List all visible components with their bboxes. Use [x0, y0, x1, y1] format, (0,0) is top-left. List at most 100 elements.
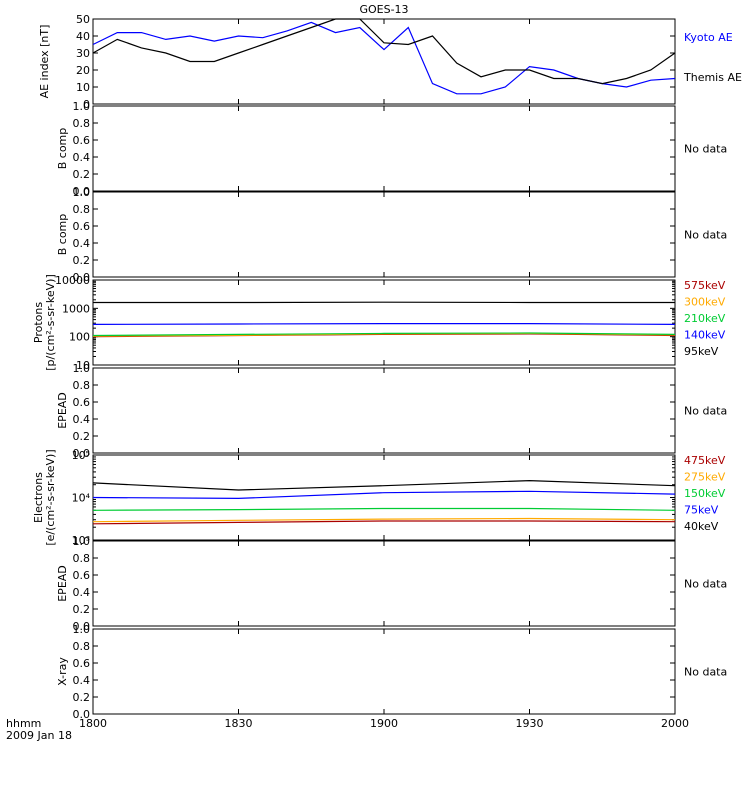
y-tick-label: 0.8 [73, 203, 91, 216]
series-line-150kev [92, 507, 676, 511]
series-line-themis-ae [92, 18, 676, 85]
y-axis-label: B comp [56, 214, 69, 256]
y-tick-label: 0.0 [73, 185, 91, 198]
y-tick-label: 10000 [55, 274, 90, 287]
y-tick-label: 0.6 [73, 657, 91, 670]
panel-frame [92, 105, 676, 192]
y-tick-label: 0.6 [73, 220, 91, 233]
series-line-40kev [92, 479, 676, 491]
y-tick-label: 0.4 [73, 586, 91, 599]
y-tick-label: 1.0 [73, 535, 91, 548]
legend-300kev: 300keV [684, 296, 726, 309]
y-tick-label: 50 [76, 13, 90, 26]
panel-frame [92, 367, 676, 454]
legend-150kev: 150keV [684, 487, 726, 500]
y-tick-label: 10⁴ [72, 492, 91, 505]
time-format-label: hhmm [6, 717, 41, 730]
series-line-75kev [92, 490, 676, 500]
y-axis-label: X-ray [56, 657, 69, 686]
legend-40kev: 40keV [684, 520, 719, 533]
y-tick-label: 0.8 [73, 640, 91, 653]
legend-95kev: 95keV [684, 345, 719, 358]
y-tick-label: 0.2 [73, 603, 91, 616]
series-line-140kev [92, 323, 676, 325]
y-tick-label: 0.6 [73, 569, 91, 582]
y-axis-label: EPEAD [56, 392, 69, 429]
series-line-475kev [92, 520, 676, 525]
legend-575kev: 575keV [684, 279, 726, 292]
y-tick-label: 1.0 [73, 623, 91, 636]
panel-frame [92, 18, 676, 105]
y-axis-unit-label: [e/(cm²-s-sr-keV)] [44, 449, 57, 545]
panel-3: 0.0 0.2 0.4 0.6 0.8 1.0 B comp No data [56, 186, 727, 284]
y-tick-label: 0.4 [73, 413, 91, 426]
series-line-210kev [92, 332, 676, 337]
panel-7: 0.0 0.2 0.4 0.6 0.8 1.0 EPEAD No data [56, 535, 727, 633]
panel-frame [92, 191, 676, 278]
y-tick-label: 0.2 [73, 254, 91, 267]
panel-1: 0 10 20 30 40 50 AE index [nT] Kyoto AE Themis A… [38, 13, 742, 111]
x-tick-label: 1930 [516, 717, 544, 730]
x-tick-label: 2000 [661, 717, 689, 730]
y-axis-label: Protons [32, 302, 45, 343]
x-tick-label: 1830 [225, 717, 253, 730]
y-axis-label: B comp [56, 128, 69, 170]
series-line-275kev [92, 517, 676, 523]
y-tick-label: 1.0 [73, 186, 91, 199]
plot-title: GOES-13 [359, 3, 408, 16]
y-tick-label: 40 [76, 30, 90, 43]
no-data-note: No data [684, 578, 727, 591]
y-tick-label: 0.4 [73, 237, 91, 250]
y-tick-label: 0.2 [73, 168, 91, 181]
legend-475kev: 475keV [684, 454, 726, 467]
y-axis-unit-label: [p/(cm²-s-sr-keV)] [44, 274, 57, 371]
y-tick-label: 0.0 [73, 271, 91, 284]
y-tick-label: 0.0 [73, 447, 91, 460]
legend-kyoto-ae: Kyoto AE [684, 31, 733, 44]
y-tick-label: 0.8 [73, 117, 91, 130]
x-axis: 1800 1830 1900 1930 2000 [79, 717, 689, 730]
y-tick-label: 0.2 [73, 691, 91, 704]
legend-themis-ae: Themis AE [683, 71, 742, 84]
panel-2: 0.0 0.2 0.4 0.6 0.8 1.0 B comp No data [56, 100, 727, 198]
legend-75kev: 75keV [684, 504, 719, 517]
y-tick-label: 0.8 [73, 552, 91, 565]
y-tick-label: 0 [83, 98, 90, 111]
panel-4: 10 100 1000 10000 Protons [p/(cm²-s-sr-keV)] 5… [32, 274, 726, 372]
y-tick-label: 0.4 [73, 674, 91, 687]
y-tick-label: 10 [76, 359, 90, 372]
y-tick-label: 0.0 [73, 620, 91, 633]
y-tick-label: 1.0 [73, 362, 91, 375]
y-axis-label: EPEAD [56, 565, 69, 602]
no-data-note: No data [684, 143, 727, 156]
y-tick-label: 10 [76, 81, 90, 94]
y-tick-label: 1000 [62, 302, 90, 315]
y-tick-label: 0.6 [73, 396, 91, 409]
panel-8: 0.0 0.2 0.4 0.6 0.8 1.0 X-ray No data [56, 623, 727, 721]
legend-275kev: 275keV [684, 471, 726, 484]
panels-group: 0 10 20 30 40 50 AE index [nT] Kyoto AE Themis A… [32, 13, 742, 721]
y-tick-label: 0.0 [73, 708, 91, 721]
y-tick-label: 20 [76, 64, 90, 77]
panel-6: 10³ 10⁴ 10⁵ Electrons [e/(cm²-s-sr-keV)] 475k… [32, 449, 726, 547]
panel-frame [92, 540, 676, 627]
panel-frame [92, 279, 676, 366]
y-tick-label: 30 [76, 47, 90, 60]
x-tick-label: 1800 [79, 717, 107, 730]
no-data-note: No data [684, 229, 727, 242]
legend-140kev: 140keV [684, 329, 726, 342]
y-tick-label: 0.6 [73, 134, 91, 147]
y-axis-label: Electrons [32, 472, 45, 523]
y-tick-label: 0.4 [73, 151, 91, 164]
y-tick-label: 0.2 [73, 430, 91, 443]
panel-frame [92, 628, 676, 715]
y-tick-label: 1.0 [73, 100, 91, 113]
no-data-note: No data [684, 666, 727, 679]
legend-210kev: 210keV [684, 312, 726, 325]
y-axis-label: AE index [nT] [38, 25, 51, 99]
panel-5: 0.0 0.2 0.4 0.6 0.8 1.0 EPEAD No data [56, 362, 727, 460]
y-tick-label: 0.8 [73, 379, 91, 392]
y-tick-label: 100 [69, 331, 90, 344]
date-label: 2009 Jan 18 [6, 729, 72, 742]
